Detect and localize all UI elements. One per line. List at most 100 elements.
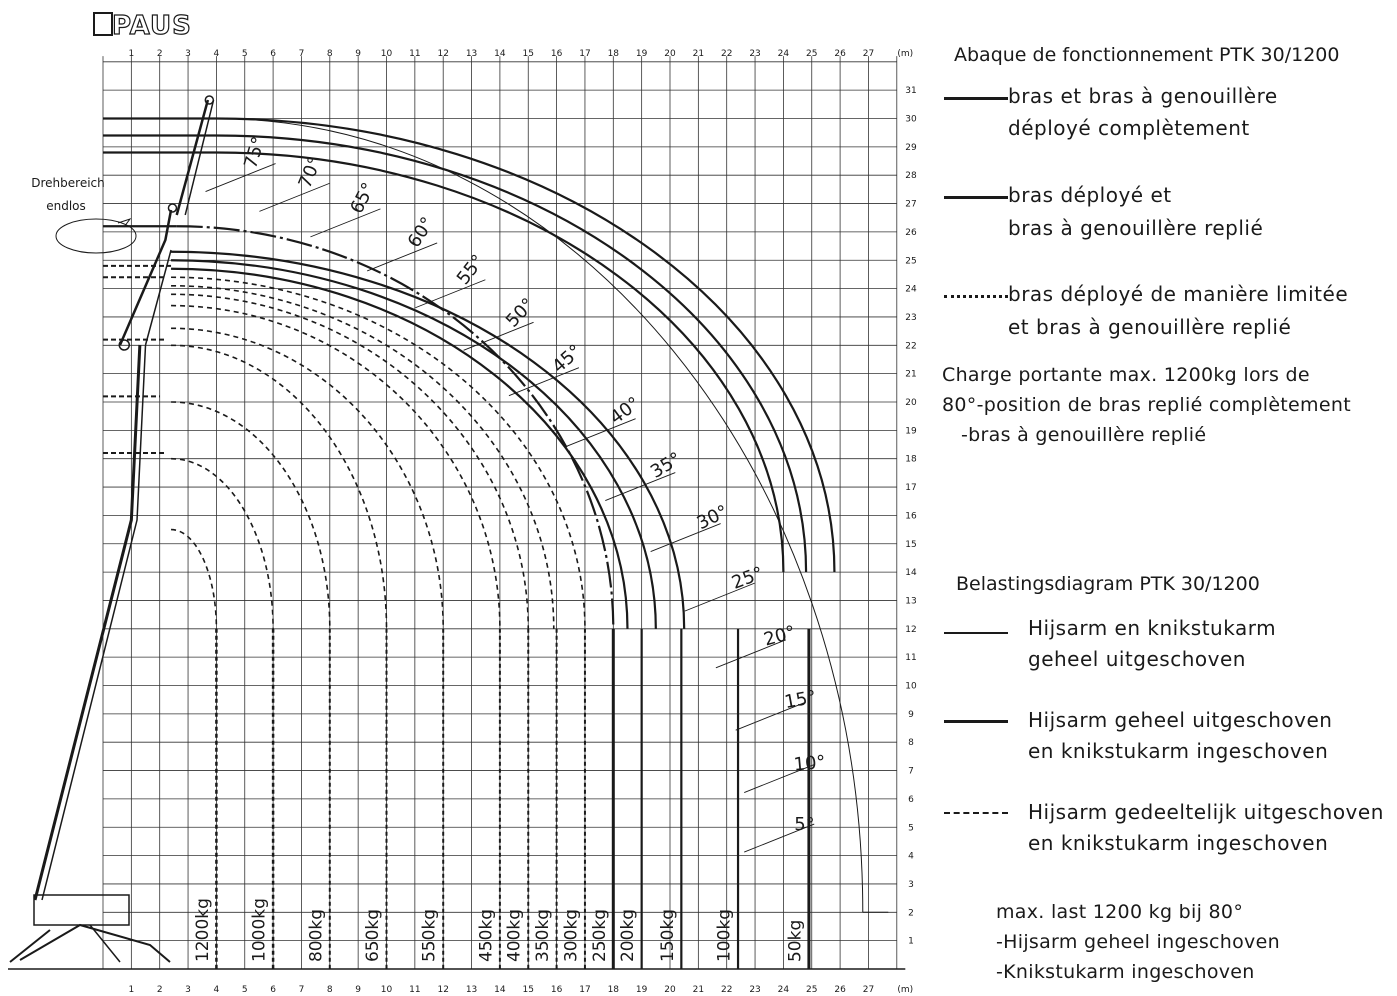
- x-tick-label-bottom: 21: [693, 985, 704, 995]
- angle-leader-line: [415, 279, 486, 309]
- x-tick-label-top: 7: [299, 49, 305, 59]
- envelope-boundary-curve: [216, 118, 864, 913]
- brand-text: PAUS: [112, 11, 192, 41]
- legend-solid-line-icon: [944, 97, 1008, 100]
- x-tick-label-bottom: 12: [437, 985, 448, 995]
- load-curve: [171, 259, 657, 629]
- x-tick-label-top: 20: [664, 49, 676, 59]
- crane-jib-edge: [184, 99, 215, 216]
- y-tick-label: 5: [908, 823, 914, 833]
- legend-fr-note-2: 80°-position de bras replié complètement: [942, 394, 1351, 416]
- load-label: 300kg: [561, 909, 581, 962]
- x-tick-label-bottom: 15: [523, 985, 534, 995]
- legend-fr-note-1: Charge portante max. 1200kg lors de: [942, 364, 1310, 386]
- x-tick-label-bottom: 23: [749, 985, 760, 995]
- crane-outrigger-left: [9, 929, 51, 963]
- y-tick-label: 24: [905, 285, 917, 295]
- x-tick-label-bottom: 19: [636, 985, 648, 995]
- x-tick-label-bottom: 22: [721, 985, 732, 995]
- load-label: 200kg: [618, 909, 638, 962]
- legend-nl-dashdot-line-icon: [944, 720, 1008, 723]
- y-tick-label: 29: [905, 143, 917, 153]
- legend-nl-item-2-line-2: en knikstukarm ingeschoven: [1028, 739, 1329, 763]
- crane-base-body: [33, 894, 130, 926]
- x-tick-label-top: 8: [327, 49, 333, 59]
- legend-nl-solid-line-icon: [944, 632, 1008, 634]
- x-tick-label-top: 10: [381, 49, 393, 59]
- x-tick-label-top: 6: [270, 49, 276, 59]
- legend-dashdot-line-icon: [944, 196, 1008, 199]
- crane-drawing: [9, 95, 215, 963]
- x-tick-label-bottom: 2: [157, 985, 163, 995]
- angle-leader-line: [205, 163, 276, 192]
- y-tick-label: 26: [905, 228, 917, 238]
- crane-lower-boom-edge: [41, 344, 147, 901]
- load-curve: [171, 250, 686, 629]
- y-tick-label: 7: [908, 767, 914, 777]
- legend-nl-title: Belastingsdiagram PTK 30/1200: [956, 573, 1260, 595]
- envelope-outer-curve: [216, 117, 836, 573]
- angle-leader-line: [605, 472, 676, 501]
- x-tick-label-bottom: 27: [863, 985, 874, 995]
- y-tick-label: 12: [905, 625, 916, 635]
- x-tick-label-bottom: 8: [327, 985, 333, 995]
- x-tick-label-top: 17: [579, 49, 590, 59]
- x-tick-label-bottom: 1: [128, 985, 134, 995]
- angle-leader-line: [744, 764, 815, 793]
- legend-nl-item-3-line-2: en knikstukarm ingeschoven: [1028, 831, 1329, 855]
- y-tick-label: 18: [905, 455, 917, 465]
- legend-fr-item-1-line-1: bras et bras à genouillère: [1008, 84, 1278, 108]
- angle-leader-line: [366, 242, 438, 272]
- legend-nl-note-1: max. last 1200 kg bij 80°: [996, 901, 1244, 923]
- crane-upper-boom-edge: [144, 249, 172, 346]
- crane-outrigger-mid: [89, 924, 121, 963]
- axis-ticks: 1122334455667788991010111112121313141415…: [128, 49, 916, 995]
- legend-fr-item-3-line-1: bras déployé de manière limitée: [1008, 282, 1349, 306]
- crane-lower-boom: [33, 344, 142, 901]
- y-tick-label: 21: [905, 370, 916, 380]
- load-curves: [103, 117, 889, 969]
- x-tick-label-top: 18: [608, 49, 620, 59]
- rotation-label-line-1: Drehbereich: [31, 176, 105, 190]
- y-tick-label: 9: [908, 710, 914, 720]
- angle-leader-line: [310, 208, 381, 238]
- load-curve: [171, 276, 586, 629]
- crane-tip-icon: [204, 95, 215, 105]
- crane-joint-icon: [167, 203, 178, 213]
- load-label: 1000kg: [250, 898, 270, 962]
- x-tick-label-bottom: 9: [355, 985, 361, 995]
- y-tick-label: 11: [905, 653, 916, 663]
- load-label: 50kg: [785, 920, 805, 962]
- y-tick-label: 17: [905, 483, 916, 493]
- load-label: 400kg: [505, 909, 525, 962]
- y-tick-label: 20: [905, 398, 917, 408]
- x-tick-label-bottom: 6: [270, 985, 276, 995]
- legend-fr-item-2-line-1: bras déployé et: [1008, 183, 1172, 207]
- angle-label: 50°: [502, 294, 539, 332]
- x-tick-label-bottom: 11: [409, 985, 420, 995]
- x-tick-label-bottom: 14: [494, 985, 506, 995]
- legend-nl-item-1-line-2: geheel uitgeschoven: [1028, 647, 1246, 671]
- x-tick-label-top: 12: [437, 49, 448, 59]
- load-curve: [170, 528, 218, 629]
- legend-nl-item-2-line-1: Hijsarm geheel uitgeschoven: [1028, 708, 1333, 732]
- y-tick-label: 28: [905, 171, 917, 181]
- load-curve: [171, 304, 501, 629]
- load-label: 250kg: [590, 909, 610, 962]
- legend-dotted-line-icon: [944, 295, 1008, 298]
- y-tick-label: 1: [908, 937, 914, 947]
- angle-label: 20°: [762, 622, 798, 651]
- x-tick-label-bottom: 17: [579, 985, 590, 995]
- y-tick-label: 14: [905, 568, 917, 578]
- crane-upper-boom: [118, 209, 173, 346]
- load-label: 1200kg: [193, 898, 213, 962]
- x-tick-label-top: 11: [409, 49, 420, 59]
- x-tick-label-top: 13: [466, 49, 477, 59]
- angle-label: 60°: [404, 213, 439, 251]
- angle-leader-line: [463, 321, 534, 351]
- load-label: 100kg: [715, 909, 735, 962]
- legend-nl-note-2: -Hijsarm geheel ingeschoven: [996, 931, 1280, 953]
- envelope-dashdot-curve: [176, 225, 615, 629]
- y-tick-label: 22: [905, 341, 916, 351]
- x-tick-label-top: 16: [551, 49, 563, 59]
